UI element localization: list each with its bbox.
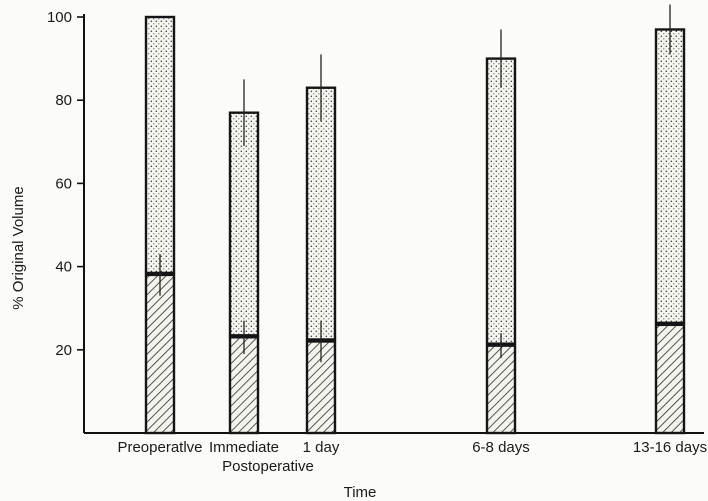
bar-dotted	[305, 86, 337, 341]
y-axis-title: % Original Volume	[10, 186, 27, 309]
x-tick-sublabel: Postoperative	[222, 458, 314, 475]
plot-area: 20 40 60 80 100 Preoperatlve Immediate Postoper…	[47, 4, 707, 475]
x-tick-label: Preoperatlve	[117, 439, 202, 456]
x-tick-label: 13-16 days	[633, 439, 707, 456]
bar-dotted	[485, 57, 517, 345]
y-tick-label: 80	[55, 92, 72, 109]
y-tick-label: 60	[55, 175, 72, 192]
y-tick-label: 100	[47, 9, 72, 26]
bar-dotted	[144, 15, 176, 275]
x-axis-title: Time	[344, 484, 377, 501]
x-tick-label: 6-8 days	[472, 439, 530, 456]
bar-dotted	[654, 28, 686, 325]
y-tick-label: 40	[55, 259, 72, 276]
y-tick-label: 20	[55, 342, 72, 359]
bar-hatched	[654, 323, 686, 435]
x-tick-label: 1 day	[303, 439, 340, 456]
bar-dotted	[228, 111, 260, 337]
x-tick-label: Immediate	[209, 439, 279, 456]
bar-hatched	[485, 344, 517, 435]
bar-hatched	[144, 273, 176, 435]
